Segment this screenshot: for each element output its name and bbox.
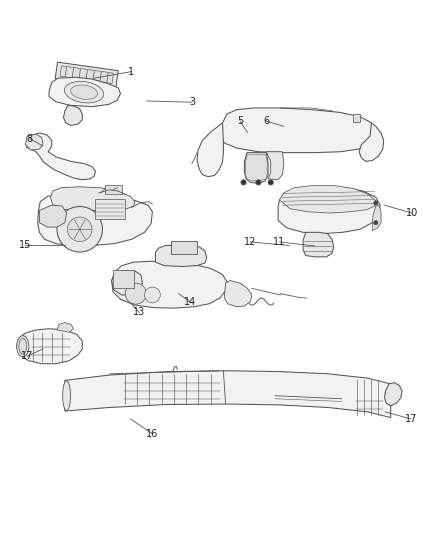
Polygon shape (244, 152, 268, 183)
Polygon shape (221, 108, 376, 152)
Text: 6: 6 (263, 116, 269, 126)
Circle shape (67, 217, 92, 241)
Polygon shape (65, 371, 391, 418)
Text: 8: 8 (27, 134, 33, 143)
Text: 14: 14 (184, 297, 197, 308)
Polygon shape (39, 205, 67, 227)
Text: 15: 15 (19, 240, 32, 251)
Ellipse shape (17, 336, 29, 357)
Text: 17: 17 (405, 414, 417, 424)
Circle shape (374, 201, 378, 205)
Text: 16: 16 (146, 429, 159, 439)
Circle shape (241, 180, 246, 185)
Circle shape (268, 180, 273, 185)
Circle shape (57, 206, 102, 252)
Polygon shape (155, 246, 207, 266)
Ellipse shape (71, 85, 98, 99)
Text: 12: 12 (244, 237, 257, 247)
Text: 17: 17 (21, 351, 33, 361)
Ellipse shape (64, 82, 104, 103)
Circle shape (145, 287, 160, 303)
Text: 3: 3 (190, 97, 196, 107)
Polygon shape (64, 106, 82, 125)
Polygon shape (55, 62, 118, 87)
FancyBboxPatch shape (171, 241, 197, 254)
Polygon shape (112, 271, 142, 295)
Circle shape (374, 221, 378, 225)
FancyBboxPatch shape (353, 114, 360, 122)
Polygon shape (50, 187, 135, 211)
Text: 5: 5 (237, 116, 243, 126)
Polygon shape (26, 133, 95, 180)
Polygon shape (197, 123, 223, 177)
Text: 10: 10 (406, 208, 418, 218)
FancyBboxPatch shape (113, 270, 134, 288)
Circle shape (125, 283, 146, 304)
Polygon shape (278, 187, 380, 233)
Circle shape (256, 180, 261, 185)
Polygon shape (385, 383, 402, 406)
Ellipse shape (19, 338, 27, 354)
Polygon shape (245, 155, 267, 181)
Text: 1: 1 (128, 67, 134, 77)
Text: 11: 11 (273, 237, 286, 247)
Polygon shape (112, 261, 227, 308)
Polygon shape (224, 280, 252, 307)
Polygon shape (17, 329, 82, 364)
FancyBboxPatch shape (95, 199, 125, 219)
Ellipse shape (63, 381, 71, 410)
Polygon shape (303, 232, 334, 257)
Polygon shape (372, 205, 381, 231)
Polygon shape (57, 322, 74, 332)
FancyBboxPatch shape (105, 185, 122, 194)
Text: 13: 13 (133, 308, 145, 318)
Polygon shape (38, 194, 152, 246)
Polygon shape (279, 185, 376, 213)
Polygon shape (49, 77, 120, 107)
Polygon shape (266, 152, 284, 180)
Polygon shape (25, 134, 43, 150)
Polygon shape (359, 123, 384, 161)
Polygon shape (60, 66, 113, 84)
